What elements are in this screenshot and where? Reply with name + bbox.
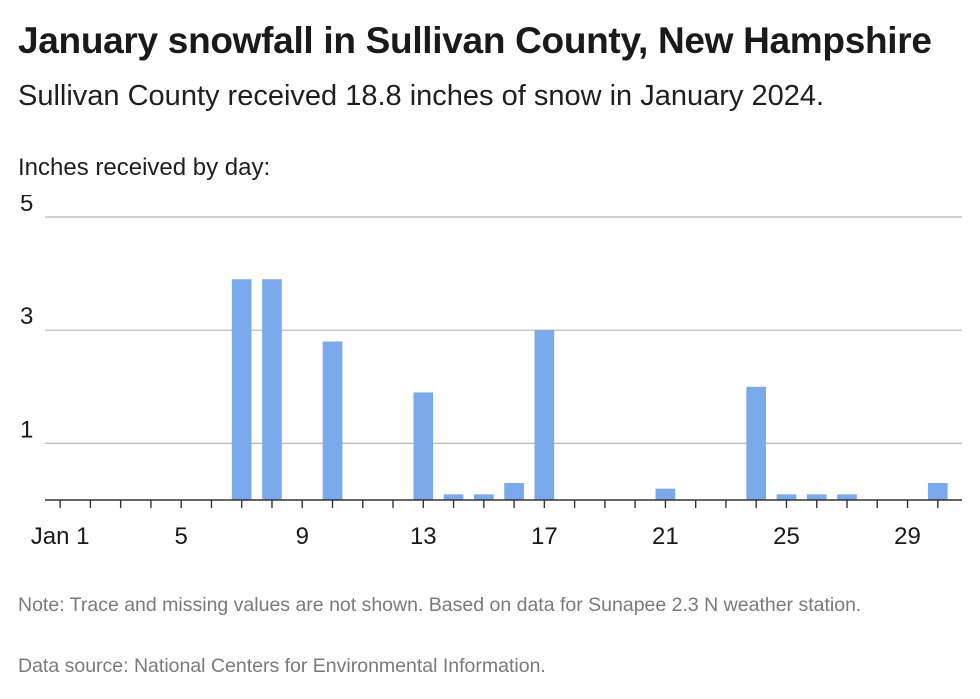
x-axis	[45, 499, 962, 508]
x-tick-labels: Jan 1 5 9 13 17 21 25 29	[31, 523, 921, 550]
x-tick-label: 17	[531, 523, 558, 550]
chart-subtitle: Sullivan County received 18.8 inches of …	[18, 80, 825, 112]
bar	[231, 279, 252, 500]
y-tick-label: 5	[20, 195, 33, 217]
bar	[806, 494, 827, 500]
y-axis-label: Inches received by day:	[18, 154, 271, 181]
x-tick-label: 13	[410, 523, 437, 550]
bar	[746, 386, 767, 500]
bar	[655, 488, 676, 500]
bar	[262, 279, 282, 500]
bar	[927, 483, 948, 500]
footnote: Note: Trace and missing values are not s…	[18, 594, 862, 616]
x-tick-label: 29	[894, 523, 921, 550]
bar	[534, 330, 555, 500]
bar	[413, 392, 434, 500]
x-tick-label: 25	[773, 523, 800, 550]
bar	[837, 494, 857, 500]
x-tick-label: 21	[652, 523, 679, 550]
bar	[504, 483, 524, 500]
x-tick-label: 5	[175, 523, 188, 550]
bar	[776, 494, 797, 500]
y-tick-label: 3	[20, 303, 33, 330]
y-tick-labels: 1 3 5	[20, 195, 33, 443]
snowfall-bar-chart: 135 Jan 1 5 9 13 17 21 25 29	[20, 195, 962, 550]
bar	[473, 494, 494, 500]
gridlines	[45, 216, 962, 444]
x-tick-label: Jan 1	[31, 523, 90, 550]
chart-title: January snowfall in Sullivan County, New…	[18, 20, 932, 61]
bar	[443, 494, 464, 500]
data-source: Data source: National Centers for Enviro…	[18, 655, 546, 677]
y-tick-label: 1	[20, 416, 33, 443]
x-tick-label: 9	[296, 523, 309, 550]
bars	[231, 279, 948, 500]
bar	[322, 341, 343, 500]
